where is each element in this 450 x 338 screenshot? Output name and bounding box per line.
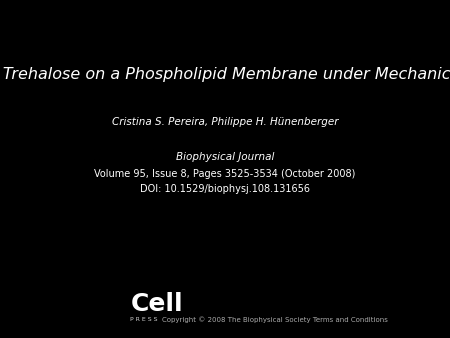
Text: Cell: Cell [130,292,183,316]
Text: P R E S S: P R E S S [130,317,158,322]
Text: Effect of Trehalose on a Phospholipid Membrane under Mechanical Stress: Effect of Trehalose on a Phospholipid Me… [0,67,450,82]
Text: Cristina S. Pereira, Philippe H. Hünenberger: Cristina S. Pereira, Philippe H. Hünenbe… [112,117,338,127]
Text: Volume 95, Issue 8, Pages 3525-3534 (October 2008): Volume 95, Issue 8, Pages 3525-3534 (Oct… [94,169,356,179]
Text: Copyright © 2008 The Biophysical Society Terms and Conditions: Copyright © 2008 The Biophysical Society… [162,316,388,323]
Text: DOI: 10.1529/biophysj.108.131656: DOI: 10.1529/biophysj.108.131656 [140,184,310,194]
Text: Biophysical Journal: Biophysical Journal [176,152,274,162]
